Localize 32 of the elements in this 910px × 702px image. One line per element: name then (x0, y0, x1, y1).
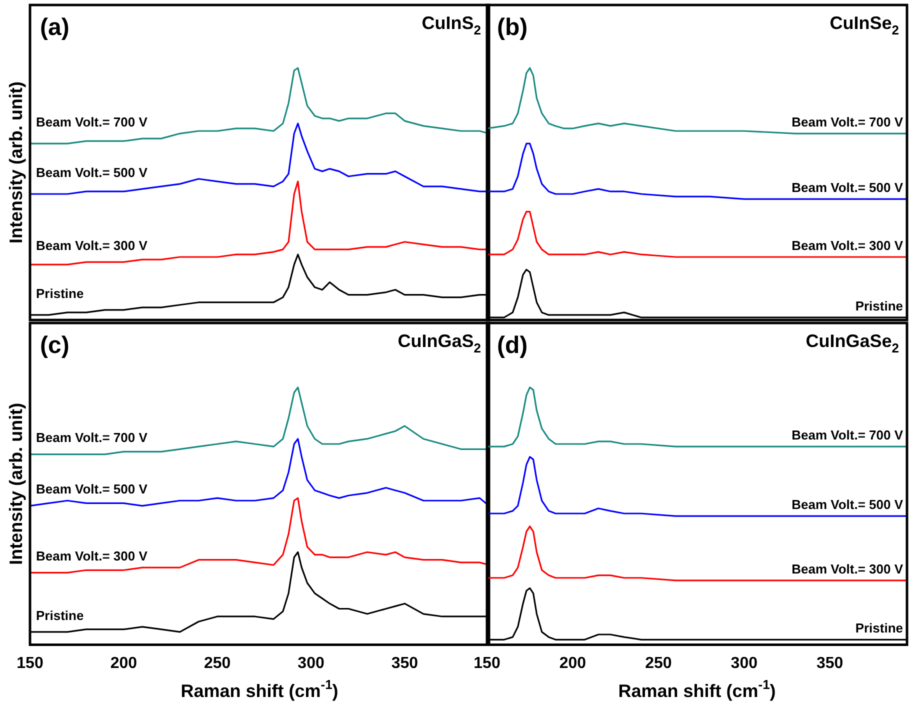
series-label: Beam Volt.= 700 V (36, 114, 148, 130)
y-axis-title: Intensity (arb. unit) (6, 402, 26, 565)
series-label: Beam Volt.= 700 V (792, 428, 904, 443)
x-tick-label: 300 (298, 654, 324, 672)
text: (a) (40, 14, 70, 41)
x-tick-label: 200 (559, 654, 586, 672)
series-label: Beam Volt.= 500 V (36, 164, 148, 180)
x-tick-label: 300 (730, 654, 758, 672)
series-label: Pristine (36, 286, 84, 301)
series-label: Pristine (855, 620, 904, 636)
series-label: Beam Volt.= 700 V (36, 430, 148, 446)
series-label: Pristine (855, 298, 904, 314)
series-label: Beam Volt.= 300 V (792, 561, 904, 576)
series-label: Beam Volt.= 300 V (36, 548, 148, 564)
text: (d) (497, 332, 528, 359)
series-label: Beam Volt.= 700 V (792, 114, 904, 130)
x-tick-label: 250 (645, 654, 672, 672)
x-tick-label: 350 (816, 654, 844, 672)
x-tick-label: 150 (16, 654, 44, 672)
text: (c) (40, 332, 70, 359)
x-tick-label: 250 (204, 654, 231, 672)
series-label: Pristine (36, 608, 84, 623)
series-label: Beam Volt.= 300 V (36, 238, 148, 253)
x-tick-label: 200 (110, 654, 138, 672)
text: (b) (497, 14, 528, 41)
series-label: Beam Volt.= 300 V (792, 238, 904, 253)
series-label: Beam Volt.= 500 V (792, 180, 904, 196)
series-label: Beam Volt.= 500 V (36, 482, 148, 497)
x-tick-label: 150 (474, 654, 500, 672)
series-label: Beam Volt.= 500 V (792, 497, 904, 512)
x-tick-label: 350 (391, 654, 418, 672)
y-axis-title: Intensity (arb. unit) (6, 81, 26, 244)
